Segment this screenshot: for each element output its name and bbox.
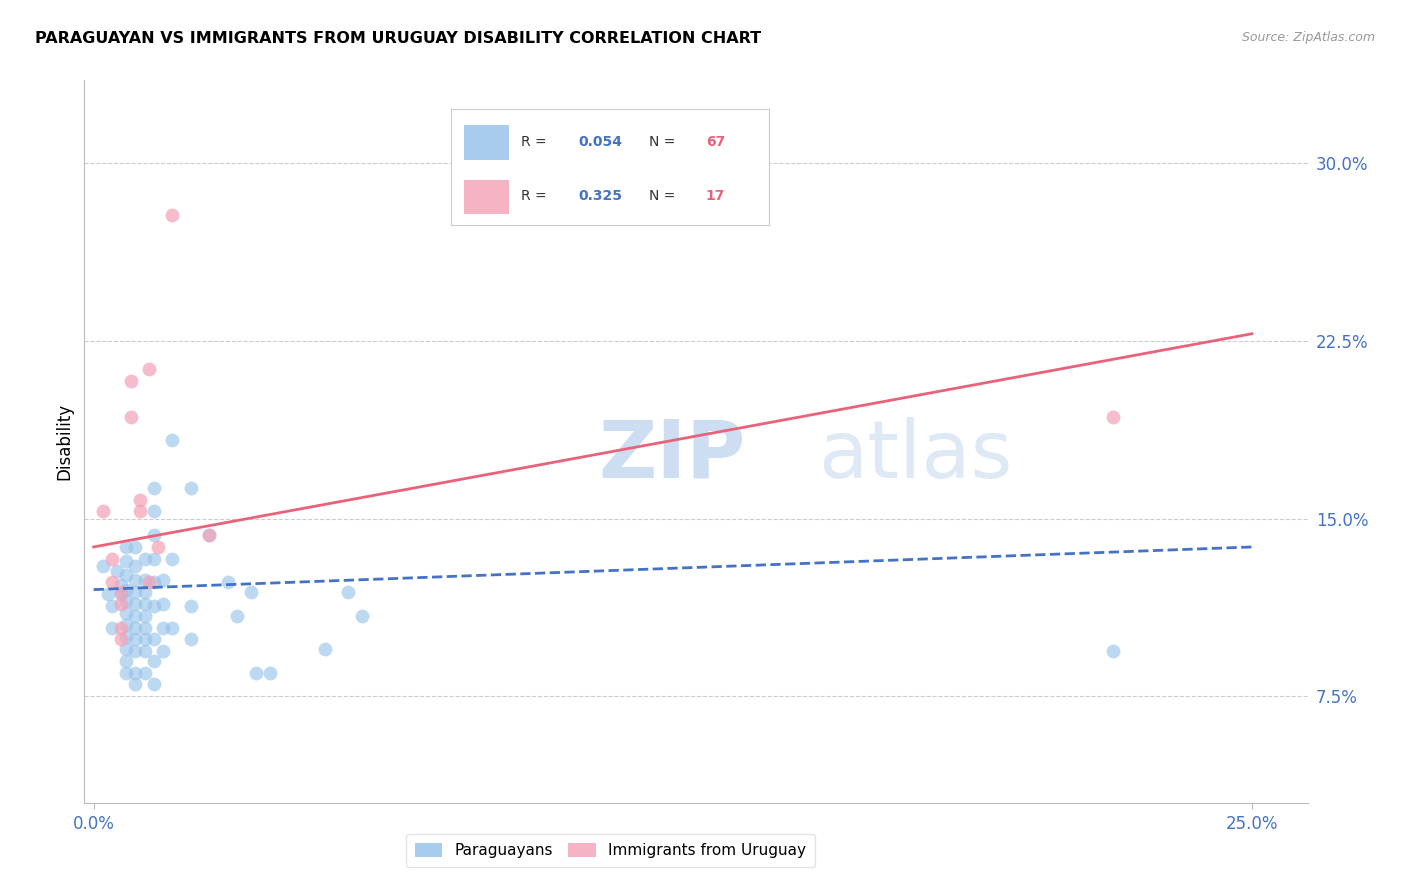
- Point: [134, 608, 156, 623]
- Point: [142, 504, 165, 518]
- Point: [110, 597, 132, 611]
- Point: [91, 504, 114, 518]
- Point: [110, 620, 132, 634]
- Point: [217, 575, 239, 590]
- Point: [142, 551, 165, 566]
- Point: [1102, 644, 1125, 658]
- Point: [142, 575, 165, 590]
- Point: [115, 641, 138, 656]
- Point: [134, 632, 156, 647]
- Point: [115, 654, 138, 668]
- Point: [162, 620, 184, 634]
- Point: [124, 665, 146, 680]
- Point: [115, 594, 138, 608]
- Point: [115, 630, 138, 644]
- Point: [142, 481, 165, 495]
- Point: [124, 620, 146, 634]
- Point: [142, 632, 165, 647]
- Legend: Paraguayans, Immigrants from Uruguay: Paraguayans, Immigrants from Uruguay: [405, 834, 815, 867]
- Point: [226, 608, 249, 623]
- Point: [152, 620, 174, 634]
- Point: [91, 558, 114, 573]
- Point: [162, 434, 184, 448]
- Point: [115, 607, 138, 621]
- Point: [110, 587, 132, 601]
- Point: [124, 632, 146, 647]
- Point: [134, 620, 156, 634]
- Point: [110, 585, 132, 599]
- Point: [142, 599, 165, 614]
- Point: [138, 575, 160, 590]
- Point: [148, 540, 170, 554]
- Point: [134, 551, 156, 566]
- Point: [124, 573, 146, 587]
- Point: [180, 632, 202, 647]
- Point: [352, 608, 374, 623]
- Point: [198, 528, 221, 542]
- Point: [134, 644, 156, 658]
- Text: PARAGUAYAN VS IMMIGRANTS FROM URUGUAY DISABILITY CORRELATION CHART: PARAGUAYAN VS IMMIGRANTS FROM URUGUAY DI…: [35, 31, 761, 46]
- Point: [314, 641, 336, 656]
- Point: [245, 665, 267, 680]
- Point: [152, 597, 174, 611]
- Y-axis label: Disability: Disability: [55, 403, 73, 480]
- Point: [134, 573, 156, 587]
- Point: [134, 597, 156, 611]
- Point: [101, 620, 124, 634]
- Point: [124, 540, 146, 554]
- Point: [142, 677, 165, 691]
- Point: [124, 597, 146, 611]
- Point: [240, 585, 263, 599]
- Text: Source: ZipAtlas.com: Source: ZipAtlas.com: [1241, 31, 1375, 45]
- Point: [120, 409, 142, 424]
- Point: [129, 504, 152, 518]
- Point: [134, 665, 156, 680]
- Point: [198, 528, 221, 542]
- Point: [162, 208, 184, 222]
- Text: ZIP: ZIP: [598, 417, 745, 495]
- Point: [124, 677, 146, 691]
- Point: [115, 582, 138, 597]
- Point: [180, 481, 202, 495]
- Point: [180, 599, 202, 614]
- Point: [134, 585, 156, 599]
- Point: [1102, 409, 1125, 424]
- Point: [124, 608, 146, 623]
- Point: [101, 575, 124, 590]
- Point: [152, 573, 174, 587]
- Point: [101, 599, 124, 614]
- Point: [162, 551, 184, 566]
- Point: [124, 644, 146, 658]
- Point: [138, 362, 160, 376]
- Point: [142, 528, 165, 542]
- Point: [115, 554, 138, 568]
- Point: [115, 568, 138, 582]
- Point: [120, 374, 142, 388]
- Point: [124, 585, 146, 599]
- Text: atlas: atlas: [818, 417, 1012, 495]
- Point: [101, 551, 124, 566]
- Point: [142, 654, 165, 668]
- Point: [152, 644, 174, 658]
- Point: [96, 587, 118, 601]
- Point: [110, 578, 132, 592]
- Point: [115, 665, 138, 680]
- Point: [129, 492, 152, 507]
- Point: [110, 632, 132, 647]
- Point: [337, 585, 360, 599]
- Point: [124, 558, 146, 573]
- Point: [115, 540, 138, 554]
- Point: [259, 665, 281, 680]
- Point: [105, 564, 128, 578]
- Point: [115, 618, 138, 632]
